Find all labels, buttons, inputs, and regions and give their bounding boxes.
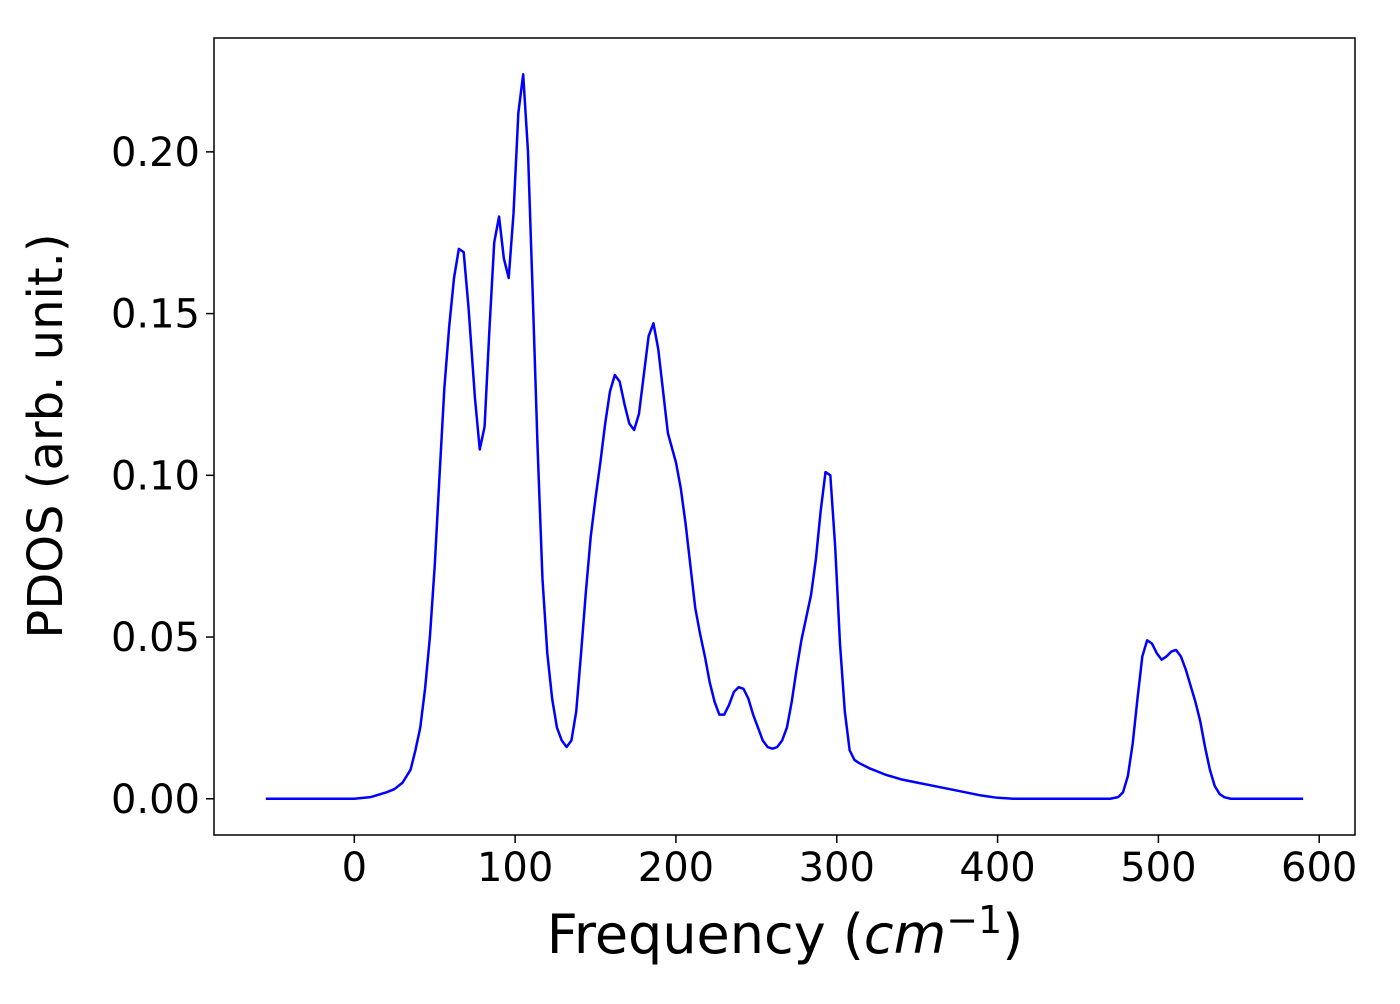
x-tick-label: 500: [1120, 845, 1196, 891]
x-label-exponent: −1: [946, 898, 1002, 942]
y-tick-label: 0.15: [111, 292, 200, 338]
x-axis-label: Frequency (cm−1): [547, 898, 1024, 966]
x-tick-label: 300: [799, 845, 875, 891]
plot-frame: [213, 37, 1356, 836]
data-line: [265, 72, 1304, 801]
y-tick-label: 0.20: [111, 130, 200, 176]
x-tick-label: 200: [638, 845, 714, 891]
x-tick-label: 400: [959, 845, 1035, 891]
x-label-unit: cm: [864, 903, 946, 966]
y-tick-label: 0.10: [111, 453, 200, 499]
x-tick-label: 100: [477, 845, 553, 891]
y-tick-label: 0.05: [111, 615, 200, 661]
x-label-text: Frequency (: [547, 903, 864, 966]
y-tick-label: 0.00: [111, 777, 200, 823]
x-tick-label: 600: [1281, 845, 1357, 891]
x-tick-label: 0: [342, 845, 367, 891]
y-axis-label: PDOS (arb. unit.): [18, 233, 74, 638]
x-label-close: ): [1002, 903, 1023, 966]
